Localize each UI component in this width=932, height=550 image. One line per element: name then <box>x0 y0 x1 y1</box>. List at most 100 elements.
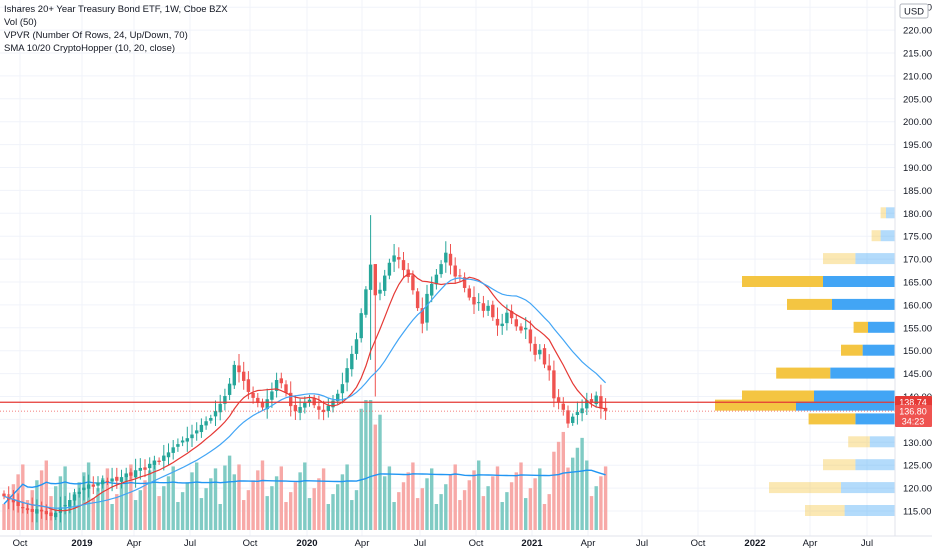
vpvr-up-bar <box>832 298 895 310</box>
volume-bar <box>364 400 368 530</box>
volume-bar <box>538 468 542 530</box>
volume-bar <box>199 498 204 530</box>
volume-bar <box>467 480 471 530</box>
candle-body <box>209 418 213 421</box>
legend-sma[interactable]: SMA 10/20 CryptoHopper (10, 20, close) <box>4 43 176 54</box>
candle-body <box>533 343 537 355</box>
volume-bar <box>509 482 514 530</box>
vpvr-down-bar <box>823 253 856 265</box>
candle-body <box>509 311 514 319</box>
candle-body <box>411 275 415 291</box>
candle-body <box>444 252 448 263</box>
candle-body <box>561 403 565 410</box>
candle-body <box>242 371 246 381</box>
vpvr-up-bar <box>855 413 895 425</box>
candlesticks <box>2 215 608 523</box>
volume-bar <box>425 478 429 530</box>
volume-bar <box>25 500 30 530</box>
volume-bar <box>284 502 288 530</box>
candle-body <box>448 253 453 266</box>
candle-body <box>524 327 528 330</box>
price-tick-label: 165.00 <box>903 278 932 289</box>
candle-body <box>162 455 166 461</box>
currency-label[interactable]: USD <box>899 3 929 19</box>
candle-body <box>274 380 279 391</box>
vpvr-up-bar <box>814 390 895 402</box>
candle-body <box>462 277 467 288</box>
volume-bar <box>387 466 392 530</box>
currency-box[interactable] <box>899 3 929 19</box>
volume-bar <box>129 464 133 530</box>
volume-bar <box>204 488 208 530</box>
candle-body <box>119 477 124 482</box>
price-tick-label: 155.00 <box>903 323 932 334</box>
candle-body <box>467 288 471 298</box>
vpvr-down-bar <box>742 276 823 287</box>
volume-bar <box>312 488 316 530</box>
candle-body <box>486 305 490 311</box>
vpvr-up-bar <box>844 505 895 516</box>
candle-body <box>547 365 551 371</box>
candle-body <box>199 424 204 433</box>
vpvr-down-bar <box>871 230 881 242</box>
price-tick-label: 205.00 <box>903 94 932 105</box>
time-tick-label: Oct <box>13 538 28 549</box>
volume-bar <box>124 474 128 530</box>
volume-bar <box>505 492 509 530</box>
time-tick-label: Oct <box>469 538 484 549</box>
volume-bar <box>401 482 406 530</box>
volume-bar <box>317 478 321 530</box>
volume-bar <box>119 484 124 530</box>
candle-body <box>157 460 161 462</box>
candle-body <box>458 275 462 277</box>
time-axis[interactable]: Oct 2019 Apr Jul Oct 2020 Apr Jul Oct 2021 Apr Jul O… <box>13 538 873 549</box>
volume-bar <box>133 500 138 530</box>
last-price-badge-text: 138.74 <box>899 398 927 408</box>
time-tick-label: 2022 <box>744 538 765 549</box>
volume-bar <box>218 504 222 530</box>
volume-bar <box>232 474 236 530</box>
volume-bar <box>227 455 232 530</box>
volume-bar <box>152 460 157 530</box>
candle-body <box>430 283 434 296</box>
vpvr-down-bar <box>853 321 868 333</box>
legend-volume[interactable]: Vol (50) <box>4 17 37 28</box>
candle-body <box>519 326 523 331</box>
candle-body <box>133 470 138 478</box>
volume-bar <box>190 472 194 530</box>
price-lines <box>0 401 895 412</box>
candle-body <box>25 508 30 511</box>
candle-body <box>556 397 561 402</box>
volume-bar <box>561 431 565 530</box>
candle-body <box>213 411 218 417</box>
volume-bar <box>350 500 354 530</box>
legend-vpvr[interactable]: VPVR (Number Of Rows, 24, Up/Down, 70) <box>4 30 188 41</box>
volume-bar <box>585 460 589 530</box>
candle-body <box>336 393 340 402</box>
candle-body <box>260 401 265 408</box>
vpvr-down-bar <box>805 505 845 516</box>
symbol-title[interactable]: Ishares 20+ Year Treasury Bond ETF, 1W, … <box>4 4 228 15</box>
time-tick-label: Oct <box>243 538 258 549</box>
candle-body <box>77 491 81 494</box>
candle-body <box>68 500 72 507</box>
vpvr-up-bar <box>868 321 895 333</box>
volume-bar <box>411 462 415 530</box>
candle-body <box>265 399 269 410</box>
price-tick-label: 150.00 <box>903 346 932 357</box>
vpvr-down-bar <box>848 436 870 448</box>
price-axis[interactable]: 115.00120.00125.00130.00135.00140.00145.… <box>903 3 932 518</box>
candle-body <box>528 329 533 344</box>
candle-body <box>44 510 48 515</box>
volume-bar <box>166 476 171 530</box>
time-tick-label: 2019 <box>71 538 92 549</box>
price-tick-label: 215.00 <box>903 49 932 60</box>
volume-bar <box>556 441 561 530</box>
candle-body <box>350 353 354 370</box>
volume-bar <box>552 451 556 530</box>
candle-body <box>392 255 396 262</box>
volume-bar <box>143 480 147 530</box>
volume-bar <box>383 476 387 530</box>
candle-body <box>270 391 274 400</box>
